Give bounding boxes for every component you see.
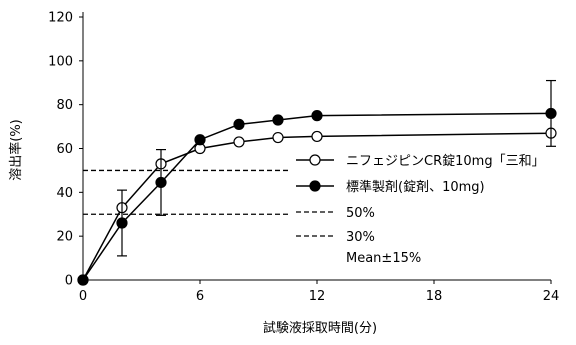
legend-label: 50% (346, 206, 375, 221)
data-point (311, 130, 323, 143)
axes: 0 20 40 60 80 100 120 0 6 12 18 24 (48, 11, 559, 305)
y-tick-label: 80 (56, 98, 73, 113)
legend-background (292, 150, 542, 268)
data-point (272, 131, 284, 144)
data-point (233, 118, 245, 130)
legend-label: 30% (346, 230, 375, 245)
reference-lines (83, 169, 290, 215)
legend-label: 標準製剤(錠剤、10mg) (346, 179, 485, 195)
y-axis-title: 溶出率(%) (8, 119, 24, 181)
series-2 (77, 79, 557, 286)
x-tick-label: 6 (196, 289, 204, 304)
data-point (116, 217, 128, 229)
data-point (311, 110, 323, 122)
x-tick-label: 0 (79, 289, 87, 304)
data-point (77, 274, 89, 286)
x-axis-title: 試験液採取時間(分) (263, 320, 377, 336)
series-layer (77, 79, 557, 286)
x-tick-label: 18 (426, 289, 443, 304)
data-point (233, 136, 245, 148)
data-point (194, 134, 206, 146)
legend-label: ニフェジピンCR錠10mg「三和」 (346, 154, 545, 169)
data-point (155, 176, 167, 189)
data-point (272, 114, 284, 126)
legend-label-mean: Mean±15% (346, 251, 421, 266)
data-point (545, 107, 557, 120)
y-tick-label: 40 (56, 186, 73, 201)
legend-marker (309, 180, 321, 192)
y-tick-label: 0 (65, 274, 73, 289)
y-tick-label: 20 (56, 230, 73, 245)
y-tick-label: 60 (56, 142, 73, 157)
legend-marker (309, 154, 321, 166)
series-line (82, 132, 552, 281)
series-line (82, 112, 552, 281)
legend: ニフェジピンCR錠10mg「三和」標準製剤(錠剤、10mg) 50% 30% Mean… (292, 150, 545, 268)
y-tick-label: 120 (48, 11, 73, 26)
x-tick-label: 12 (309, 289, 326, 304)
x-tick-label: 24 (543, 289, 560, 304)
y-tick-label: 100 (48, 54, 73, 69)
